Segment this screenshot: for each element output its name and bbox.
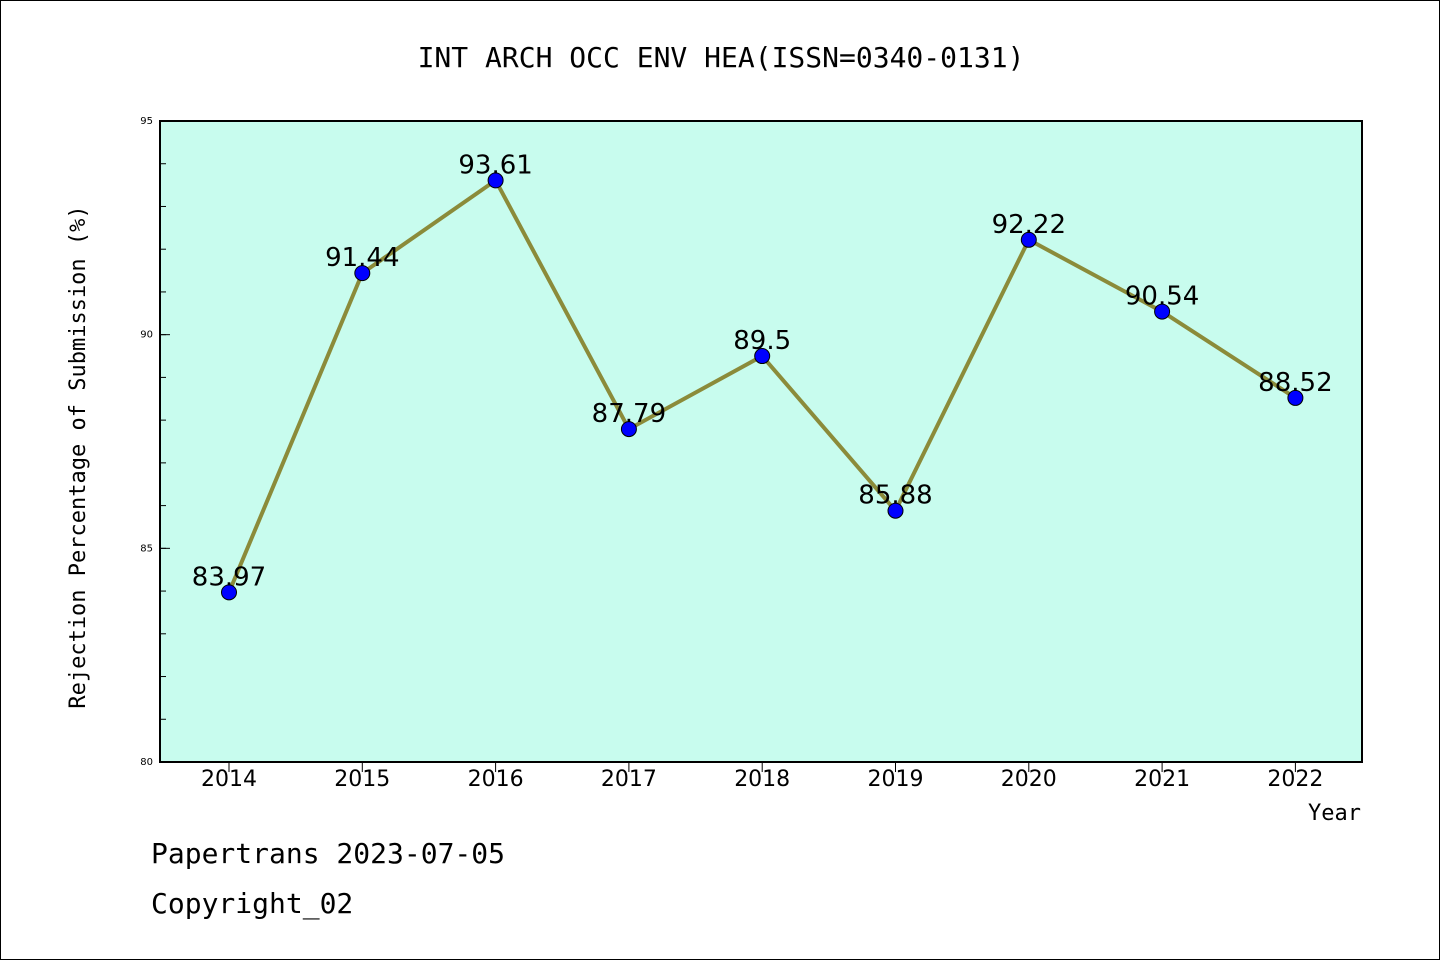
footer-copyright-line: Copyright_02	[151, 887, 354, 920]
y-tick-label: 80	[140, 757, 153, 768]
plot-area	[159, 120, 1363, 763]
chart-title: INT ARCH OCC ENV HEA(ISSN=0340-0131)	[418, 41, 1025, 74]
x-tick-label: 2017	[601, 767, 657, 792]
data-label: 88.52	[1258, 368, 1332, 398]
x-tick-label: 2020	[1001, 767, 1057, 792]
data-label: 92.22	[992, 210, 1066, 240]
line-series	[221, 172, 1304, 601]
data-label: 93.61	[458, 150, 532, 180]
x-tick-label: 2016	[468, 767, 524, 792]
y-tick-label: 90	[140, 330, 153, 341]
x-tick-label: 2022	[1267, 767, 1323, 792]
y-axis: 80 85 90 95	[140, 116, 170, 768]
x-tick-label: 2015	[334, 767, 390, 792]
data-label: 87.79	[592, 399, 666, 429]
data-point	[1154, 303, 1171, 320]
data-label: 89.5	[733, 326, 791, 356]
data-point	[221, 584, 237, 601]
footer-date-line: Papertrans 2023-07-05	[151, 837, 506, 870]
y-tick-label: 85	[140, 543, 153, 554]
data-label: 83.97	[192, 562, 266, 592]
data-point	[487, 172, 504, 189]
data-label: 91.44	[325, 243, 399, 273]
data-label: 90.54	[1125, 282, 1199, 312]
data-labels: 83.97 91.44 93.61 87.79 89.5 85.88 92.22 90.54 8…	[192, 150, 1333, 592]
data-point	[887, 502, 904, 519]
x-tick-label: 2021	[1134, 767, 1190, 792]
data-point	[620, 421, 637, 438]
data-point	[754, 348, 771, 365]
data-point	[1020, 231, 1037, 248]
x-axis-label: Year	[1308, 801, 1361, 826]
data-point	[354, 265, 371, 282]
x-tick-label: 2018	[734, 767, 790, 792]
x-tick-label: 2019	[868, 767, 924, 792]
x-tick-label: 2014	[201, 767, 257, 792]
y-tick-label: 95	[140, 116, 153, 127]
data-label: 85.88	[858, 481, 932, 511]
y-axis-label: Rejection Percentage of Submission (%)	[66, 205, 91, 708]
data-point	[1287, 389, 1304, 406]
x-axis: 2014 2015 2016 2017 2018 2019 2020 2021 2022	[201, 762, 1323, 792]
